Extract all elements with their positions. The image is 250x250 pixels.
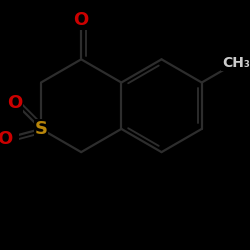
Text: O: O	[74, 11, 89, 29]
Text: CH₃: CH₃	[222, 56, 250, 70]
Text: O: O	[7, 94, 22, 112]
Text: O: O	[0, 130, 13, 148]
Text: S: S	[34, 120, 48, 138]
